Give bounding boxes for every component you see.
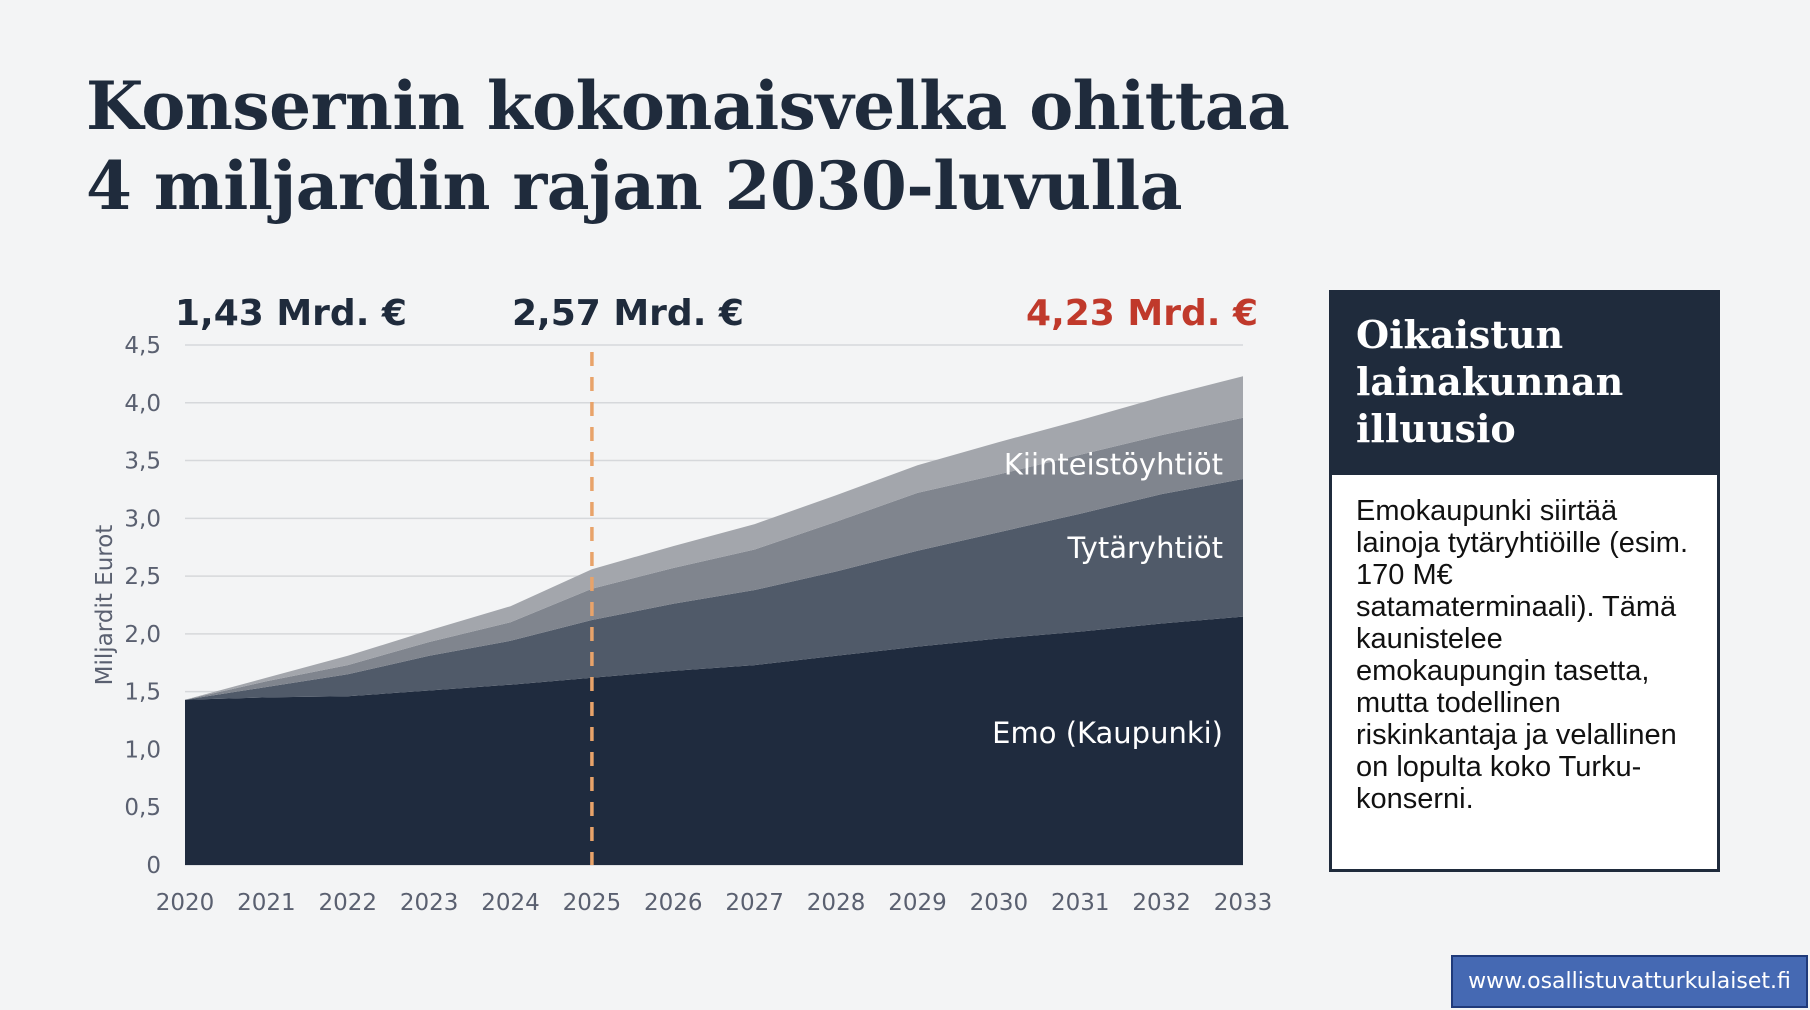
title-line-2: 4 miljardin rajan 2030-luvulla xyxy=(86,147,1183,225)
x-tick-label: 2026 xyxy=(644,890,703,916)
y-tick-label: 4,0 xyxy=(124,391,161,417)
x-tick-label: 2027 xyxy=(725,890,784,916)
x-tick-label: 2023 xyxy=(400,890,459,916)
axes: 0 0,5 1,0 1,5 2,0 2,5 3,0 3,5 4,0 4,5 2020 2021 2022… xyxy=(92,333,1272,916)
series-label: Tytäryhtiöt xyxy=(1066,531,1223,565)
annotation-label: 1,43 Mrd. € xyxy=(175,293,407,334)
area-series-2 xyxy=(185,479,1243,700)
page-title: Konsernin kokonaisvelka ohittaa 4 miljar… xyxy=(86,66,1336,226)
y-axis-title: Miljardit Eurot xyxy=(92,525,118,686)
value-annotations: 1,43 Mrd. € 2,57 Mrd. € 4,23 Mrd. € xyxy=(175,293,1258,334)
area-series-1 xyxy=(185,616,1243,865)
x-tick-label: 2020 xyxy=(156,890,215,916)
y-tick-label: 2,5 xyxy=(124,564,161,590)
y-tick-label: 0,5 xyxy=(124,795,161,821)
x-tick-label: 2032 xyxy=(1132,890,1191,916)
series-label: Kiinteistöyhtiöt xyxy=(1004,447,1223,481)
x-tick-label: 2028 xyxy=(807,890,866,916)
y-tick-label: 1,0 xyxy=(124,737,161,763)
annotation-label: 2,57 Mrd. € xyxy=(512,293,744,334)
callout-box: Oikaistun lainakunnan illuusio Emokaupun… xyxy=(1329,290,1720,872)
annotation-label: 4,23 Mrd. € xyxy=(1026,293,1258,334)
x-tick-label: 2030 xyxy=(970,890,1029,916)
area-series-3 xyxy=(185,417,1243,700)
y-tick-label: 4,5 xyxy=(124,333,161,359)
area-series xyxy=(185,376,1243,865)
x-tick-label: 2033 xyxy=(1214,890,1273,916)
stacked-area-chart: 0 0,5 1,0 1,5 2,0 2,5 3,0 3,5 4,0 4,5 2020 2021 2022… xyxy=(92,293,1272,916)
series-label: Emo (Kaupunki) xyxy=(992,716,1223,750)
area-series-4 xyxy=(185,376,1243,700)
website-link[interactable]: www.osallistuvatturkulaiset.fi xyxy=(1451,955,1808,1008)
y-tick-label: 0 xyxy=(146,853,161,879)
x-tick-label: 2031 xyxy=(1051,890,1110,916)
x-tick-label: 2025 xyxy=(563,890,622,916)
x-tick-label: 2022 xyxy=(318,890,377,916)
series-labels: Emo (Kaupunki) Tytäryhtiöt Kiinteistöyhtiö… xyxy=(992,447,1223,749)
x-tick-label: 2024 xyxy=(481,890,540,916)
x-tick-label: 2029 xyxy=(888,890,947,916)
y-tick-label: 3,0 xyxy=(124,506,161,532)
callout-heading: Oikaistun lainakunnan illuusio xyxy=(1332,293,1717,475)
y-tick-label: 2,0 xyxy=(124,622,161,648)
title-line-1: Konsernin kokonaisvelka ohittaa xyxy=(86,67,1290,145)
callout-body: Emokaupunki siirtää lainoja tytäryhtiöil… xyxy=(1356,495,1689,815)
x-tick-label: 2021 xyxy=(237,890,296,916)
y-tick-label: 3,5 xyxy=(124,449,161,475)
y-tick-label: 1,5 xyxy=(124,680,161,706)
